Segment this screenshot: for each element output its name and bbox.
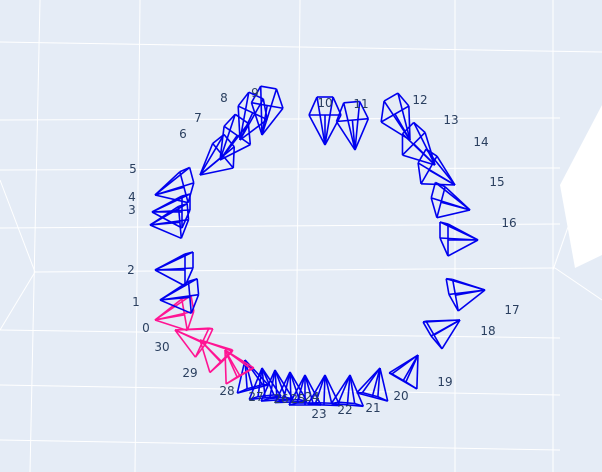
camera-label-10: 10 xyxy=(317,96,332,110)
camera-frustum-18[interactable] xyxy=(422,319,461,350)
camera-label-11: 11 xyxy=(353,97,368,111)
camera-label-14: 14 xyxy=(473,135,488,149)
camera-label-24: 24 xyxy=(304,390,319,404)
camera-label-25: 25 xyxy=(290,392,305,406)
camera-label-2: 2 xyxy=(127,263,135,277)
camera-frustum-27[interactable] xyxy=(236,359,269,394)
grid-line xyxy=(0,179,36,273)
grid-line xyxy=(0,117,561,121)
camera-frustum-9[interactable] xyxy=(250,85,284,136)
camera-label-5: 5 xyxy=(129,162,137,176)
camera-label-4: 4 xyxy=(128,190,136,204)
camera-label-23: 23 xyxy=(311,407,326,421)
camera-label-12: 12 xyxy=(412,93,427,107)
grid-line xyxy=(0,439,561,451)
grid-line xyxy=(0,167,561,171)
grid-line xyxy=(0,271,36,331)
camera-label-22: 22 xyxy=(337,403,352,417)
grid-line xyxy=(554,267,602,301)
camera-frustum-30[interactable] xyxy=(174,327,214,358)
camera-label-26: 26 xyxy=(273,392,288,406)
camera-label-8: 8 xyxy=(220,91,228,105)
camera-frustum-13[interactable] xyxy=(401,121,436,166)
camera-frustum-0[interactable] xyxy=(154,294,195,332)
camera-frustum-20[interactable] xyxy=(356,367,389,402)
camera-frustum-15[interactable] xyxy=(430,181,471,219)
camera-label-20: 20 xyxy=(393,389,408,403)
camera-label-15: 15 xyxy=(489,175,504,189)
grid-line xyxy=(134,0,141,472)
camera-frustum-14[interactable] xyxy=(417,148,456,186)
camera-frustum-29[interactable] xyxy=(199,339,234,374)
camera-label-13: 13 xyxy=(443,113,458,127)
camera-label-16: 16 xyxy=(501,216,516,230)
grid-line xyxy=(29,0,41,472)
camera-label-6: 6 xyxy=(179,127,187,141)
camera-label-1: 1 xyxy=(132,295,140,309)
camera-label-0: 0 xyxy=(142,321,150,335)
empty-region xyxy=(560,105,602,268)
camera-label-18: 18 xyxy=(480,324,495,338)
grid-line xyxy=(0,384,561,396)
grid-line xyxy=(0,223,561,229)
camera-label-28: 28 xyxy=(219,384,234,398)
grid-line xyxy=(0,329,561,339)
camera-frustum-10[interactable] xyxy=(308,96,342,146)
camera-label-30: 30 xyxy=(154,340,169,354)
camera-frustum-17[interactable] xyxy=(445,277,486,312)
camera-label-3: 3 xyxy=(128,203,136,217)
camera-label-29: 29 xyxy=(182,366,197,380)
camera-frustum-2[interactable] xyxy=(154,251,194,287)
camera-frustums[interactable] xyxy=(149,85,486,408)
camera-frustum-16[interactable] xyxy=(439,221,479,257)
back-wall-pane xyxy=(0,0,552,472)
camera-frustum-21[interactable] xyxy=(330,374,365,408)
camera-label-17: 17 xyxy=(504,303,519,317)
grid-line xyxy=(34,267,556,273)
camera-label-27: 27 xyxy=(248,390,263,404)
camera-label-7: 7 xyxy=(194,111,202,125)
grid-line xyxy=(552,129,602,271)
camera-label-19: 19 xyxy=(437,375,452,389)
camera-frustum-11[interactable] xyxy=(335,100,370,151)
camera-label-9: 9 xyxy=(251,86,259,100)
camera-label-21: 21 xyxy=(365,401,380,415)
camera-frustum-19[interactable] xyxy=(388,354,419,390)
camera-frustum-23[interactable] xyxy=(288,374,322,406)
camera-frustum-7[interactable] xyxy=(219,113,252,161)
grid-line xyxy=(0,41,602,53)
camera-frustum-5[interactable] xyxy=(154,166,195,204)
camera-frustum-8[interactable] xyxy=(237,91,268,141)
